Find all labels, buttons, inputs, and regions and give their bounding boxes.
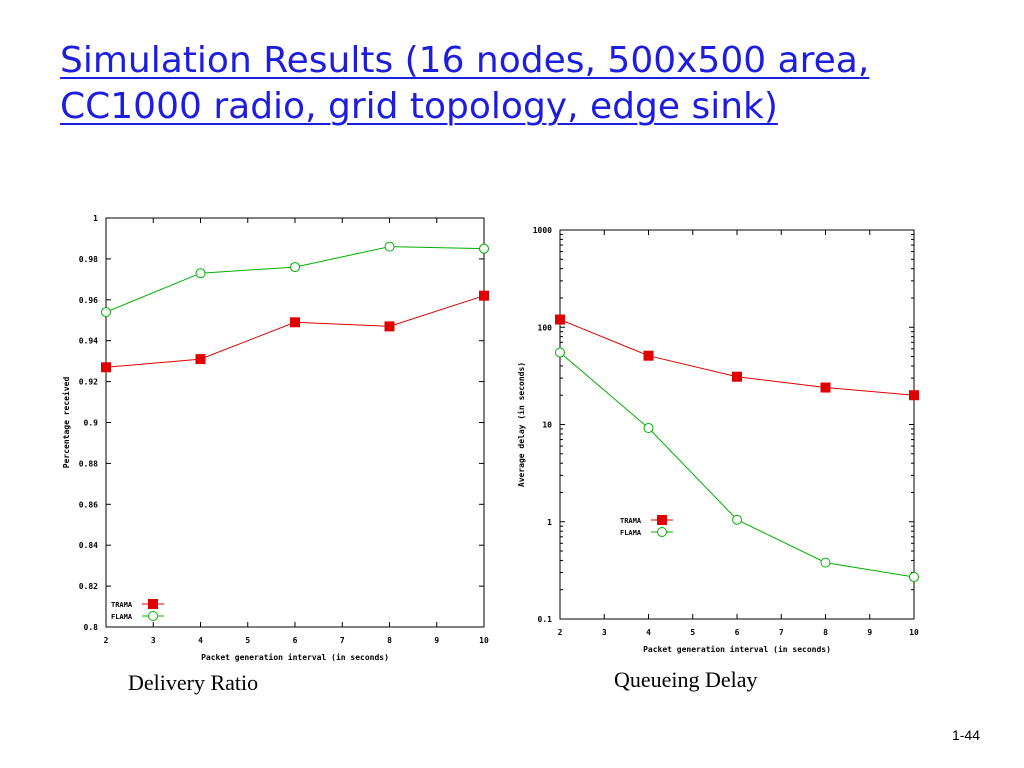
- chart-0-y-tick-label: 0.82: [79, 582, 98, 591]
- chart-0-y-tick-label: 0.88: [79, 459, 98, 468]
- chart-0-y-axis-label: Percentage received: [61, 377, 71, 469]
- delivery-ratio-chart: 2 3 4 5 6 7 8 9 10 0.8 0.82 0.84 0.86 0.88 0.9 0.92 0.94…: [61, 214, 489, 662]
- chart-1-trama-line: [559, 319, 915, 396]
- chart-0-y-tick-label: 1: [93, 214, 98, 223]
- chart-1-flama-line: [559, 352, 915, 578]
- chart-0-y-tick-label: 0.98: [79, 255, 98, 264]
- chart-0-trama-line: [105, 295, 485, 368]
- chart-0-flama-point: [479, 243, 489, 254]
- chart-0-trama-point: [384, 321, 395, 332]
- chart-0-legend-flama-marker: [148, 611, 158, 621]
- chart-1-legend-trama-label: TRAMA: [620, 517, 642, 525]
- chart-1-x-tick-label: 4: [646, 628, 651, 637]
- chart-1-flama-point: [820, 557, 831, 568]
- chart-1-x-tick-label: 10: [909, 628, 919, 637]
- chart-0-x-tick-label: 7: [340, 636, 345, 645]
- chart-0-flama-line: [105, 246, 485, 313]
- chart-0-plot-frame: [105, 217, 485, 628]
- chart-0-x-tick-label: 3: [151, 636, 156, 645]
- chart-0-x-tick-label: 8: [387, 636, 392, 645]
- chart-1-x-tick-label: 9: [867, 628, 872, 637]
- slide-title-line-2: CC1000 radio, grid topology, edge sink): [60, 86, 778, 127]
- chart-0-x-tick-label: 9: [434, 636, 439, 645]
- chart-0-y-tick-label: 0.84: [79, 541, 98, 550]
- page-number: 1-44: [951, 727, 980, 743]
- chart-1-trama-point: [643, 350, 654, 361]
- delivery-ratio-caption: Delivery Ratio: [128, 670, 259, 695]
- chart-1-x-axis-label: Packet generation interval (in seconds): [643, 644, 831, 654]
- chart-1-y-tick-label: 1000: [533, 226, 552, 235]
- chart-0-x-tick-label: 2: [104, 636, 109, 645]
- chart-1-flama-point: [909, 572, 919, 583]
- chart-1-y-tick-label: 10: [542, 421, 552, 430]
- chart-0-x-tick-label: 5: [245, 636, 250, 645]
- chart-0-legend-trama-label: TRAMA: [111, 601, 133, 609]
- chart-1-plot-frame: [559, 229, 915, 620]
- chart-1-trama-point: [555, 314, 565, 325]
- chart-0-y-tick-label: 0.8: [84, 623, 99, 632]
- chart-0-flama-point: [195, 268, 206, 279]
- chart-1-y-tick-label: 1: [547, 518, 552, 527]
- chart-1-x-tick-label: 8: [823, 628, 828, 637]
- chart-1-y-tick-label: 0.1: [538, 615, 553, 624]
- chart-1-legend-flama-label: FLAMA: [620, 529, 642, 537]
- chart-0-x-axis-label: Packet generation interval (in seconds): [201, 652, 389, 662]
- chart-1-trama-point: [820, 382, 831, 393]
- chart-0-flama-point: [290, 262, 300, 273]
- chart-1-y-tick-label: 100: [538, 323, 553, 332]
- chart-1-y-axis-label: Average delay (in seconds): [516, 362, 526, 487]
- chart-0-trama-point: [479, 290, 489, 301]
- chart-0-trama-point: [101, 362, 111, 373]
- chart-1-x-tick-label: 5: [690, 628, 695, 637]
- chart-0-legend-trama-marker: [148, 599, 158, 609]
- chart-0-trama-point: [195, 354, 206, 365]
- chart-0-trama-point: [290, 317, 300, 328]
- chart-0-x-tick-label: 10: [479, 636, 489, 645]
- chart-1-legend-trama-marker: [657, 515, 667, 525]
- queueing-delay-caption: Queueing Delay: [614, 667, 758, 692]
- chart-0-x-tick-label: 6: [293, 636, 298, 645]
- chart-0-y-tick-label: 0.9: [84, 419, 99, 428]
- chart-0-flama-point: [384, 241, 395, 252]
- chart-0-y-tick-label: 0.94: [79, 337, 98, 346]
- chart-0-y-tick-label: 0.92: [79, 378, 98, 387]
- queueing-delay-chart: 2 3 4 5 6 7 8 9 10 0.1 1 10 100 1000 Packet generation…: [516, 226, 919, 654]
- chart-0-y-tick-label: 0.96: [79, 296, 98, 305]
- chart-1-trama-point: [909, 390, 919, 401]
- chart-0-y-tick-label: 0.86: [79, 500, 98, 509]
- chart-1-flama-point: [732, 514, 742, 525]
- slide-title: Simulation Results (16 nodes, 500x500 ar…: [60, 38, 980, 130]
- chart-1-x-tick-label: 7: [779, 628, 784, 637]
- chart-1-legend-flama-marker: [657, 527, 667, 537]
- chart-0-x-tick-label: 4: [198, 636, 203, 645]
- chart-1-flama-point: [555, 347, 565, 358]
- slide-title-line-1: Simulation Results (16 nodes, 500x500 ar…: [60, 40, 870, 81]
- chart-1-x-tick-label: 3: [602, 628, 607, 637]
- chart-1-flama-point: [643, 423, 654, 434]
- chart-0-flama-point: [101, 307, 111, 318]
- chart-1-trama-point: [732, 371, 742, 382]
- chart-0-legend-flama-label: FLAMA: [111, 613, 133, 621]
- chart-1-x-tick-label: 2: [558, 628, 563, 637]
- chart-1-x-tick-label: 6: [735, 628, 740, 637]
